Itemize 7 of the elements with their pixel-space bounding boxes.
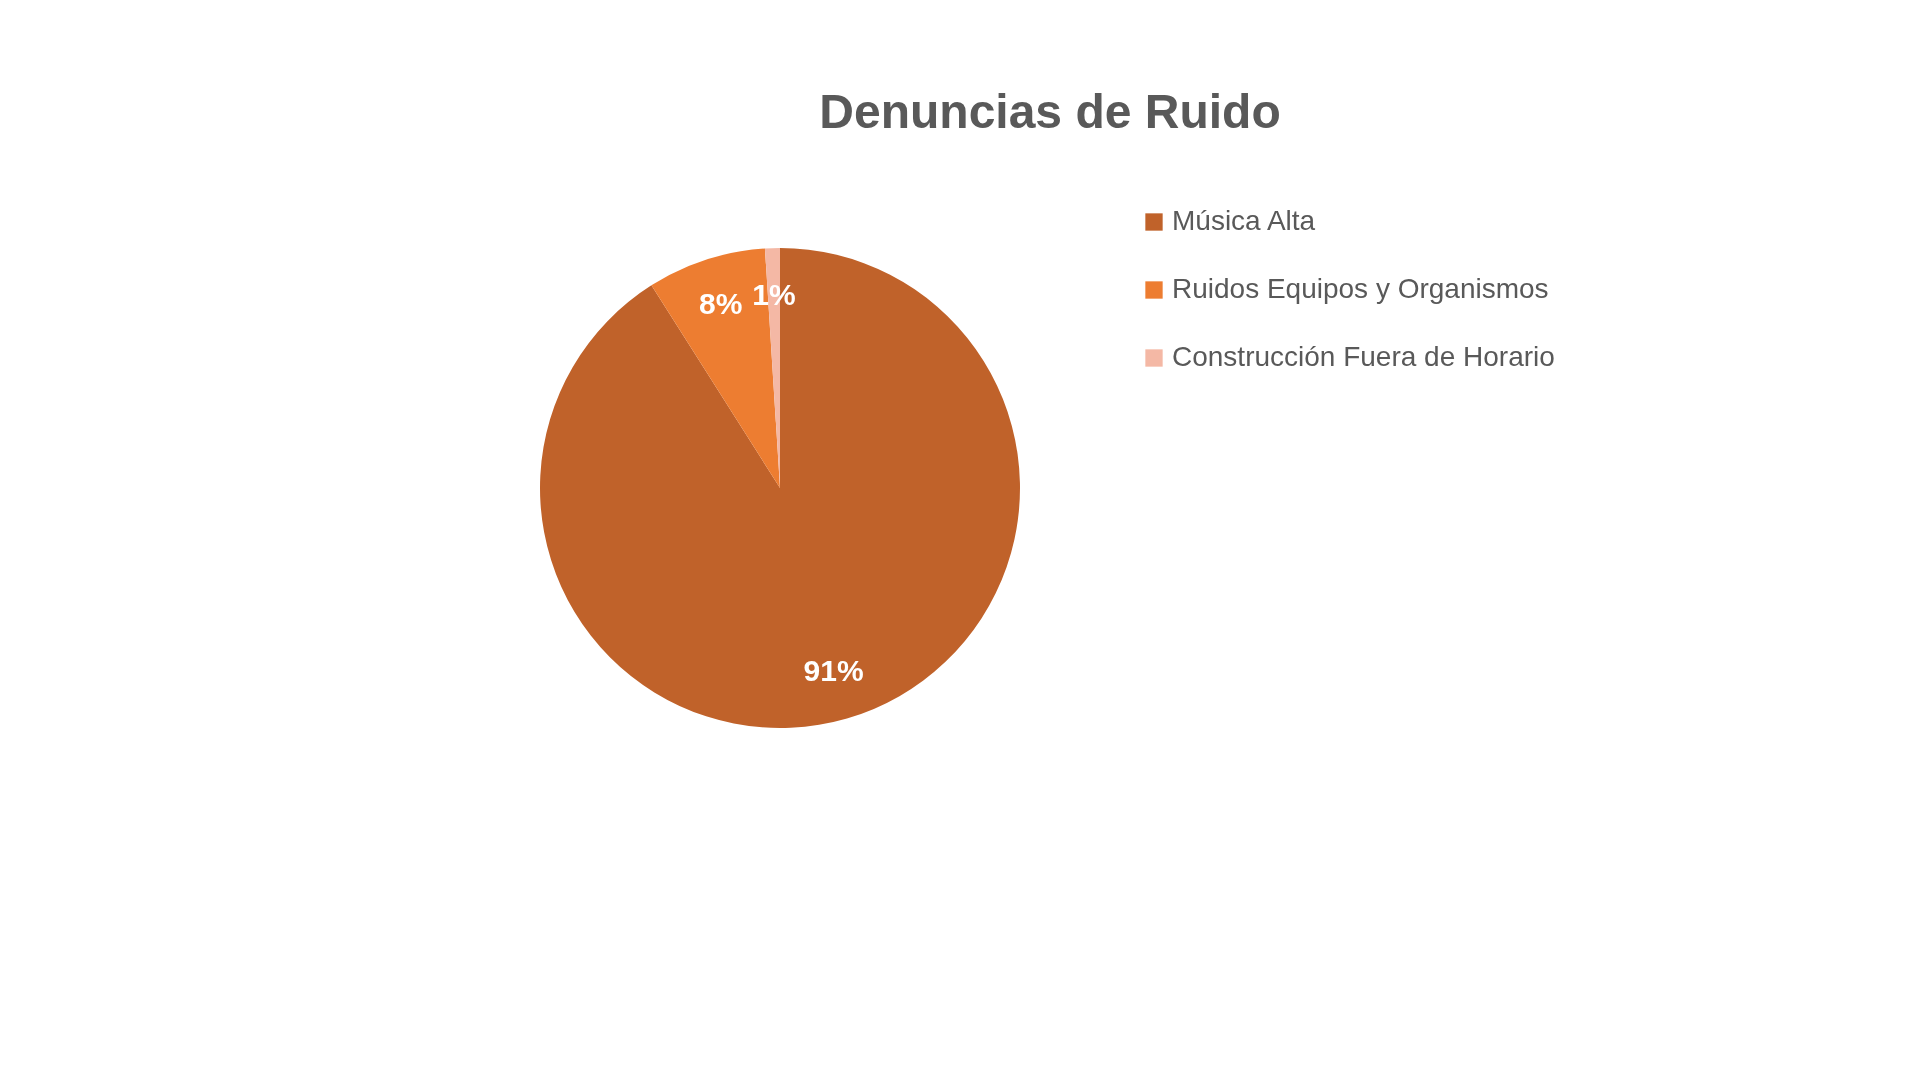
legend-label: Música Alta (1172, 205, 1316, 236)
pie-slice (540, 248, 1020, 728)
chart-title: Denuncias de Ruido (819, 85, 1281, 138)
legend-label: Construcción Fuera de Horario (1172, 341, 1555, 372)
legend-label: Ruidos Equipos y Organismos (1172, 273, 1549, 304)
data-label: 8% (698, 287, 743, 321)
data-label: 91% (803, 654, 864, 688)
